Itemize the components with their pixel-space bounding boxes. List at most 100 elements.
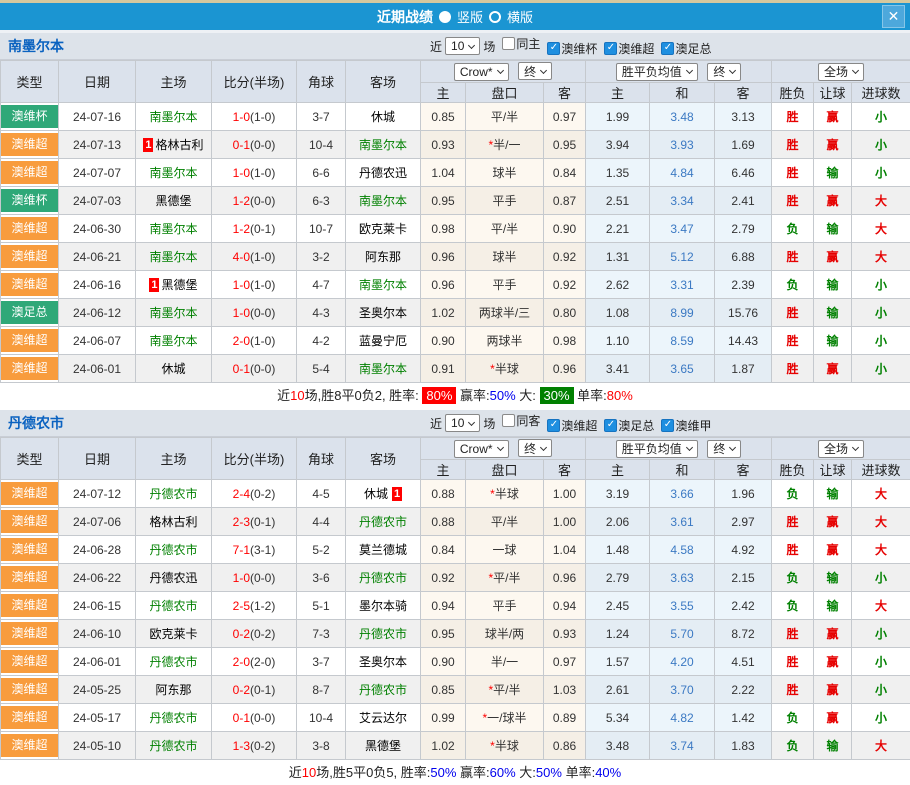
- euro-avg-select[interactable]: 胜平负均值: [616, 440, 698, 458]
- league-checkbox[interactable]: ✓澳足总: [604, 417, 654, 434]
- asian-away-odds: 0.96: [544, 564, 586, 592]
- games-count-select[interactable]: 10: [445, 37, 480, 55]
- euro-avg-select[interactable]: 胜平负均值: [616, 63, 698, 81]
- asian-away-odds: 0.96: [544, 355, 586, 383]
- fulltime-score: 0-1: [233, 711, 250, 725]
- league-checkbox[interactable]: 同客: [502, 412, 540, 429]
- fulltime-score: 2-3: [233, 515, 250, 529]
- chevron-down-icon: [468, 41, 475, 48]
- chevron-down-icon: [686, 444, 693, 451]
- euro-draw-odds: 8.99: [650, 299, 715, 327]
- result-handicap: 赢: [814, 508, 852, 536]
- checkbox-checked-icon[interactable]: ✓: [547, 42, 560, 55]
- checkbox-checked-icon[interactable]: ✓: [661, 42, 674, 55]
- league-checkbox[interactable]: ✓澳维杯: [547, 40, 597, 57]
- score-cell: 1-0(1-0): [212, 159, 297, 187]
- euro-time-select[interactable]: 终: [707, 63, 741, 81]
- match-date: 24-07-12: [59, 480, 136, 508]
- match-type-badge: 澳维超: [1, 245, 58, 268]
- euro-time-select[interactable]: 终: [707, 440, 741, 458]
- away-team-name: 阿东那: [365, 250, 401, 264]
- score-cell: 2-0(2-0): [212, 648, 297, 676]
- result-handicap: 赢: [814, 648, 852, 676]
- league-checkbox[interactable]: 同主: [502, 35, 540, 52]
- odds-time-select[interactable]: 终: [518, 439, 552, 457]
- close-icon[interactable]: ✕: [882, 5, 905, 28]
- result-goals: 大: [852, 592, 910, 620]
- summary-part: 50%: [490, 388, 516, 403]
- radio-vertical-label[interactable]: 竖版: [457, 7, 483, 26]
- asian-away-odds: 0.97: [544, 103, 586, 131]
- home-team-name: 丹德农市: [149, 711, 197, 725]
- asian-home-odds: 0.90: [421, 648, 466, 676]
- scope-select[interactable]: 全场: [818, 63, 864, 81]
- asian-away-odds: 0.92: [544, 271, 586, 299]
- home-team-name: 丹德农市: [149, 655, 197, 669]
- match-type-cell: 澳维超: [1, 536, 59, 564]
- bookmaker-select[interactable]: Crow*: [454, 63, 509, 81]
- radio-vertical-layout[interactable]: [439, 11, 451, 23]
- euro-away-odds: 8.72: [715, 620, 772, 648]
- league-checkbox[interactable]: ✓澳维超: [547, 417, 597, 434]
- corner-kicks: 5-2: [297, 536, 346, 564]
- team-summary-2: 近10场,胜5平0负5, 胜率:50% 赢率:60% 大:50% 单率:40%: [0, 760, 910, 785]
- league-checkbox[interactable]: ✓澳维超: [604, 40, 654, 57]
- col-euro-draw: 和: [650, 83, 715, 103]
- radio-horizontal-label[interactable]: 横版: [507, 7, 533, 26]
- games-count-value: 10: [451, 39, 464, 53]
- radio-horizontal-layout[interactable]: [489, 11, 501, 23]
- summary-part: 大:: [516, 388, 540, 403]
- asian-odds-dropdowns: Crow* 终: [421, 61, 586, 83]
- away-team-name: 丹德农市: [359, 515, 407, 529]
- col-asian-home: 主: [421, 460, 466, 480]
- scope-dropdown: 全场: [772, 61, 910, 83]
- result-outcome: 胜: [772, 103, 814, 131]
- corner-kicks: 3-2: [297, 243, 346, 271]
- result-goals: 小: [852, 159, 910, 187]
- away-team-name: 欧克莱卡: [359, 222, 407, 236]
- match-type-cell: 澳维超: [1, 215, 59, 243]
- league-checkbox[interactable]: ✓澳维甲: [661, 417, 711, 434]
- euro-home-odds: 1.99: [586, 103, 650, 131]
- euro-draw-odds: 3.74: [650, 732, 715, 760]
- checkbox-unchecked-icon[interactable]: [502, 37, 515, 50]
- euro-home-odds: 2.51: [586, 187, 650, 215]
- score-cell: 0-1(0-0): [212, 355, 297, 383]
- score-cell: 1-3(0-2): [212, 732, 297, 760]
- odds-time-select[interactable]: 终: [518, 62, 552, 80]
- match-type-cell: 澳维杯: [1, 187, 59, 215]
- bookmaker-select[interactable]: Crow*: [454, 440, 509, 458]
- result-goals: 小: [852, 299, 910, 327]
- result-goals: 小: [852, 327, 910, 355]
- summary-part: 50%: [430, 765, 456, 780]
- match-type-badge: 澳维超: [1, 161, 58, 184]
- home-team-name: 南墨尔本: [149, 166, 197, 180]
- away-team: 丹德农市: [346, 676, 421, 704]
- games-count-select[interactable]: 10: [445, 414, 480, 432]
- fulltime-score: 4-0: [233, 250, 250, 264]
- checkbox-checked-icon[interactable]: ✓: [604, 419, 617, 432]
- result-goals: 小: [852, 355, 910, 383]
- handicap-line: *一/球半: [466, 704, 544, 732]
- asian-away-odds: 0.84: [544, 159, 586, 187]
- titlebar: 近期战绩 竖版 横版 ✕: [0, 3, 910, 30]
- asian-home-odds: 0.92: [421, 564, 466, 592]
- home-team-name: 丹德农市: [149, 487, 197, 501]
- league-checkbox[interactable]: ✓澳足总: [661, 40, 711, 57]
- near-label: 近: [430, 415, 442, 432]
- checkbox-checked-icon[interactable]: ✓: [547, 419, 560, 432]
- near-label: 近: [430, 38, 442, 55]
- home-team: 南墨尔本: [136, 215, 212, 243]
- checkbox-checked-icon[interactable]: ✓: [661, 419, 674, 432]
- halftime-score: (3-1): [250, 543, 275, 557]
- scope-select[interactable]: 全场: [818, 440, 864, 458]
- away-team: 欧克莱卡: [346, 215, 421, 243]
- checkbox-unchecked-icon[interactable]: [502, 414, 515, 427]
- home-team-name: 休城: [161, 362, 185, 376]
- checkbox-label: 澳维杯: [561, 40, 597, 57]
- team-name: 南墨尔本: [8, 36, 64, 56]
- score-cell: 7-1(3-1): [212, 536, 297, 564]
- checkbox-checked-icon[interactable]: ✓: [604, 42, 617, 55]
